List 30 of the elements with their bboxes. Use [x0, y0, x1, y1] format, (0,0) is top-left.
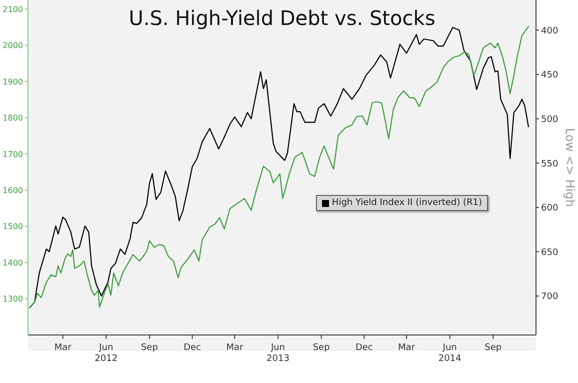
- y-tick-label: 1500: [2, 222, 23, 232]
- y-tick-label: 1400: [2, 258, 23, 268]
- y-tick-label: 1300: [2, 294, 23, 304]
- x-tick-label: Sep: [140, 343, 158, 353]
- y2-tick-label: 550: [541, 159, 558, 170]
- x-tick-label: Mar: [398, 343, 416, 353]
- y2-tick-label: 700: [541, 292, 558, 302]
- y2-tick-label: 450: [541, 70, 558, 81]
- chart-title: U.S. High-Yield Debt vs. Stocks: [128, 6, 436, 30]
- x-tick-label: Mar: [54, 343, 72, 353]
- y-tick-label: 1700: [2, 150, 23, 159]
- y2-tick-label: 400: [541, 26, 558, 36]
- y-tick-label: 1900: [2, 77, 23, 86]
- x-tick-label: Mar: [226, 343, 244, 353]
- y-tick-label: 1800: [2, 114, 23, 123]
- x-tick-label: Dec: [355, 343, 373, 353]
- y-tick-label: 1600: [2, 186, 23, 195]
- x-tick-label: Jun 2012: [94, 343, 118, 364]
- x-tick-label: Jun 2013: [266, 343, 290, 364]
- x-tick-label: Dec: [184, 343, 202, 353]
- y-tick-label: 2000: [2, 41, 23, 50]
- y2-tick-label: 600: [541, 204, 558, 214]
- y2-tick-label: 650: [541, 248, 558, 258]
- x-tick-label: Sep: [312, 343, 330, 353]
- x-tick-label: Jun 2014: [438, 343, 462, 364]
- y-tick-label: 2100: [2, 4, 23, 14]
- legend-label: High Yield Index II (inverted) (R1): [332, 198, 482, 208]
- y2-tick-label: 500: [541, 114, 558, 125]
- x-tick-label: Sep: [484, 343, 502, 353]
- y2-axis-title: Low <> High: [563, 128, 577, 207]
